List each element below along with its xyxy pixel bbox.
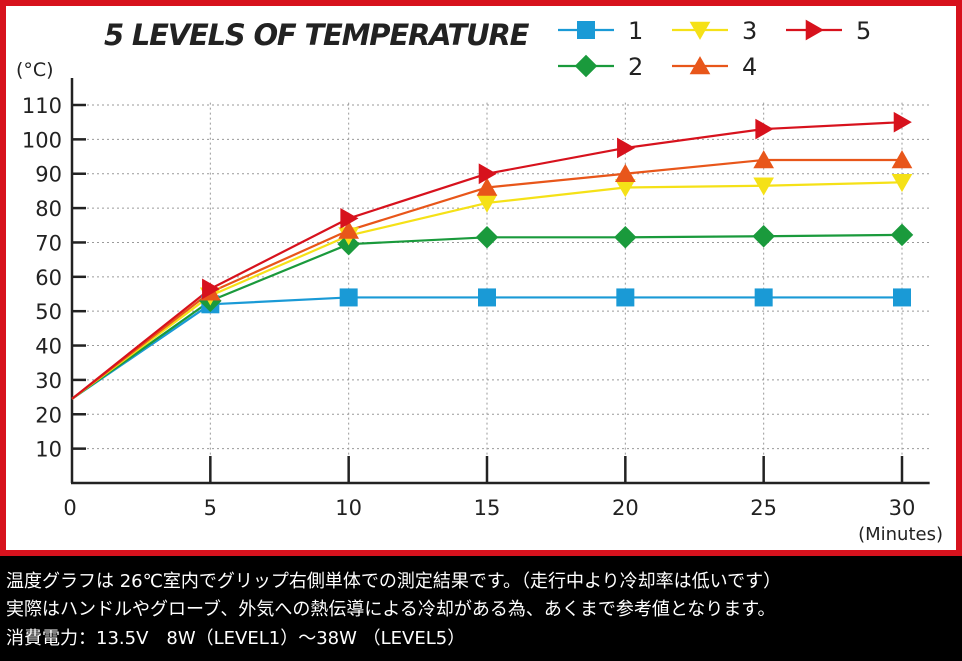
y-tick-label: 100	[22, 128, 62, 152]
legend-marker-5	[805, 19, 824, 41]
data-point-series-2	[752, 225, 775, 248]
data-point-series-3	[753, 177, 775, 196]
data-point-series-3	[614, 179, 636, 198]
data-point-series-2	[890, 223, 914, 247]
x-axis-unit-label: (Minutes)	[858, 524, 943, 545]
y-tick-label: 90	[35, 163, 62, 187]
data-point-series-4	[891, 150, 913, 169]
data-point-series-4	[753, 150, 775, 169]
legend-label-3: 3	[742, 17, 757, 45]
legend-label-4: 4	[742, 53, 757, 81]
x-tick-label: 20	[612, 496, 639, 520]
caption-power-consumption: 消費電力：13.5V 8W（LEVEL1）～38W （LEVEL5）	[6, 628, 466, 649]
y-tick-label: 20	[35, 403, 62, 427]
data-point-series-2	[614, 226, 637, 249]
x-tick-label: 5	[204, 496, 217, 520]
legend-marker-3	[689, 21, 711, 40]
legend-marker-4	[689, 56, 711, 75]
x-tick-label: 10	[335, 496, 362, 520]
x-tick-label: 15	[474, 496, 501, 520]
data-point-series-4	[476, 177, 498, 196]
x-tick-label: 30	[889, 496, 916, 520]
data-point-series-5	[893, 111, 912, 133]
caption-reference-note: 実際はハンドルやグローブ、外気への熱伝導による冷却がある為、あくまで参考値となり…	[6, 599, 776, 620]
y-tick-label: 80	[35, 197, 62, 221]
y-tick-label: 70	[35, 231, 62, 255]
y-tick-label: 60	[35, 266, 62, 290]
x-tick-label: 0	[63, 496, 76, 520]
data-point-series-4	[338, 220, 360, 239]
y-tick-label: 10	[35, 438, 62, 462]
x-tick-label: 25	[750, 496, 777, 520]
data-point-series-5	[617, 137, 636, 159]
data-point-series-3	[476, 194, 498, 213]
data-point-series-5	[340, 208, 359, 229]
data-point-series-4	[614, 163, 636, 183]
chart-title: 5 LEVELS OF TEMPERATURE	[104, 18, 529, 52]
y-tick-label: 110	[22, 94, 62, 118]
y-axis-unit-label: (°C)	[16, 59, 54, 81]
data-point-series-1	[893, 288, 911, 307]
y-tick-label: 50	[35, 300, 62, 324]
y-tick-label: 30	[35, 369, 62, 393]
chart-frame	[0, 0, 962, 556]
legend-label-1: 1	[628, 17, 643, 45]
data-point-series-5	[202, 278, 221, 300]
legend-marker-1	[577, 21, 595, 39]
data-point-series-3	[891, 174, 913, 193]
legend-marker-2	[574, 54, 598, 78]
data-point-series-1	[339, 288, 358, 307]
data-point-series-5	[755, 118, 774, 140]
caption-measurement-note: 温度グラフは 26℃室内でグリップ右側単体での測定結果です。（走行中より冷却率は…	[6, 571, 782, 592]
data-point-series-2	[475, 226, 499, 249]
legend-label-5: 5	[856, 17, 871, 45]
data-point-series-5	[478, 163, 497, 185]
legend-label-2: 2	[628, 53, 643, 81]
data-point-series-1	[478, 288, 496, 307]
data-point-series-1	[754, 288, 773, 307]
y-tick-label: 40	[35, 335, 62, 359]
data-point-series-1	[616, 288, 635, 307]
